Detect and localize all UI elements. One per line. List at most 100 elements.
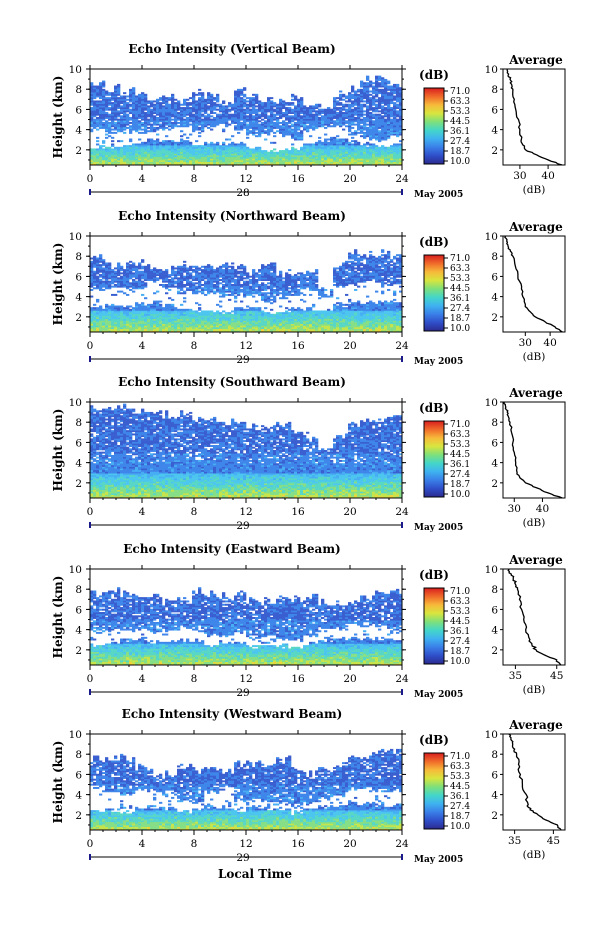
- echo-cell: [129, 145, 132, 147]
- echo-cell: [225, 294, 228, 296]
- echo-cell: [342, 129, 345, 131]
- echo-cell: [96, 307, 99, 309]
- echo-cell: [195, 286, 198, 288]
- echo-cell: [102, 122, 105, 124]
- echo-cell: [273, 114, 276, 116]
- echo-cell: [339, 107, 342, 109]
- echo-cell: [378, 130, 381, 132]
- profile-title: Average: [508, 53, 563, 67]
- echo-cell: [336, 107, 339, 109]
- echo-cell: [300, 147, 303, 149]
- echo-cell: [168, 279, 171, 281]
- echo-cell: [288, 125, 291, 127]
- echo-cell: [171, 122, 174, 124]
- echo-cell: [111, 304, 114, 306]
- x-tick-label: 20: [343, 173, 356, 185]
- echo-cell: [183, 99, 186, 101]
- echo-cell: [222, 314, 225, 316]
- echo-cell: [132, 307, 135, 309]
- echo-cell: [117, 119, 120, 121]
- echo-cell: [189, 266, 192, 268]
- echo-cell: [156, 127, 159, 129]
- y-tick-label: 2: [75, 145, 82, 157]
- echo-cell: [225, 145, 228, 147]
- echo-cell: [183, 119, 186, 121]
- echo-cell: [153, 292, 156, 294]
- profile-frame: [503, 69, 565, 165]
- echo-cell: [132, 87, 135, 89]
- echo-cell: [336, 100, 339, 102]
- echo-cell: [252, 115, 255, 117]
- echo-cell: [144, 282, 147, 284]
- x-tick-label: 16: [291, 173, 305, 185]
- echo-cell: [270, 142, 273, 144]
- echo-cell: [198, 132, 201, 134]
- echo-cell: [198, 97, 201, 99]
- echo-cell: [366, 142, 369, 144]
- echo-cell: [333, 137, 336, 139]
- colorbar-unit: (dB): [419, 68, 449, 82]
- echo-cell: [339, 102, 342, 104]
- echo-cell: [336, 135, 339, 137]
- echo-cell: [324, 139, 327, 141]
- echo-cell: [351, 109, 354, 111]
- echo-cell: [327, 107, 330, 109]
- echo-cell: [105, 137, 108, 139]
- echo-cell: [231, 135, 234, 137]
- x-tick-label: 4: [139, 173, 146, 185]
- echo-cell: [369, 143, 372, 145]
- echo-cell: [336, 112, 339, 114]
- echo-cell: [93, 86, 96, 88]
- echo-cell: [231, 310, 234, 312]
- echo-cell: [138, 262, 141, 264]
- echo-cell: [291, 99, 294, 101]
- echo-cell: [129, 125, 132, 127]
- echo-cell: [258, 114, 261, 116]
- echo-cell: [282, 100, 285, 102]
- echo-cell: [201, 266, 204, 268]
- echo-cell: [273, 135, 276, 137]
- echo-cell: [123, 269, 126, 271]
- echo-cell: [192, 145, 195, 147]
- echo-cell: [105, 91, 108, 93]
- echo-cell: [144, 266, 147, 268]
- echo-cell: [159, 304, 162, 306]
- echo-cell: [105, 97, 108, 99]
- echo-cell: [351, 94, 354, 96]
- echo-cell: [189, 281, 192, 283]
- echo-cell: [348, 142, 351, 144]
- echo-cell: [156, 117, 159, 119]
- echo-cell: [210, 129, 213, 131]
- echo-cell: [258, 100, 261, 102]
- echo-cell: [198, 89, 201, 91]
- echo-cell: [381, 105, 384, 107]
- echo-heatmap: [90, 76, 402, 166]
- echo-cell: [384, 107, 387, 109]
- colorbar-tick-label: 53.3: [450, 107, 470, 117]
- echo-cell: [249, 109, 252, 111]
- echo-cell: [261, 150, 264, 152]
- echo-cell: [189, 272, 192, 274]
- echo-cell: [156, 291, 159, 293]
- echo-cell: [96, 140, 99, 142]
- echo-cell: [357, 132, 360, 134]
- echo-cell: [144, 142, 147, 144]
- echo-cell: [279, 122, 282, 124]
- profile-x-tick-label: 40: [541, 170, 554, 182]
- echo-cell: [147, 119, 150, 121]
- echo-cell: [267, 97, 270, 99]
- echo-cell: [96, 299, 99, 301]
- echo-cell: [366, 124, 369, 126]
- echo-cell: [246, 97, 249, 99]
- echo-cell: [141, 294, 144, 296]
- echo-cell: [369, 97, 372, 99]
- echo-cell: [186, 309, 189, 311]
- echo-cell: [165, 269, 168, 271]
- echo-cell: [144, 306, 147, 308]
- echo-cell: [243, 87, 246, 89]
- echo-cell: [165, 284, 168, 286]
- echo-cell: [102, 309, 105, 311]
- echo-cell: [201, 92, 204, 94]
- echo-cell: [255, 147, 258, 149]
- echo-cell: [369, 94, 372, 96]
